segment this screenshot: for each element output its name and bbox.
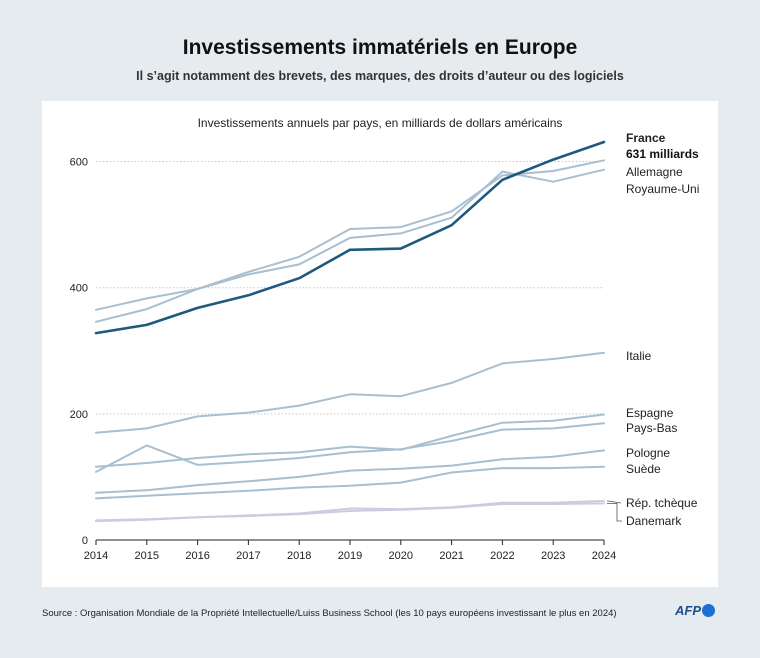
series-line-allemagne (95, 159, 605, 323)
x-tick-label: 2016 (185, 550, 209, 562)
chart-title: Investissements immatériels en Europe (182, 36, 578, 59)
source-note: Source : Organisation Mondiale de la Pro… (42, 608, 617, 619)
label-pologne: Pologne (626, 446, 670, 460)
label-royaume-uni: Royaume-Uni (626, 182, 699, 196)
label-italie: Italie (626, 349, 652, 363)
france-value-annotation: 631 milliards (626, 147, 699, 161)
series-labels: FranceAllemagneRoyaume-UniItalieEspagneP… (606, 131, 699, 528)
x-tick-label: 2019 (338, 550, 362, 562)
label-suede: Suède (626, 462, 661, 476)
x-axis: 2014 2015 2016 2017 2018 2019 2020 2021 2022 2023… (84, 539, 616, 562)
chart-caption: Investissements annuels par pays, en mil… (198, 116, 563, 130)
x-tick-label: 2022 (490, 550, 514, 562)
y-tick-label: 0 (82, 535, 88, 547)
x-tick-label: 2018 (287, 550, 311, 562)
series-line-pologne (95, 449, 605, 494)
x-tick-label: 2015 (135, 550, 159, 562)
series-line-espagne (95, 413, 605, 468)
label-danemark: Danemark (626, 514, 682, 528)
x-tick-label: 2023 (541, 550, 565, 562)
y-tick-label: 400 (70, 283, 88, 295)
label-france: France (626, 131, 666, 145)
x-tick-label: 2020 (389, 550, 413, 562)
label-rep-tcheque: Rép. tchèque (626, 496, 698, 510)
label-pays-bas: Pays-Bas (626, 421, 677, 435)
series-line-france (94, 140, 606, 335)
leader-line-rep-tcheque (606, 500, 622, 504)
series-line-pays-bas (95, 422, 605, 473)
y-axis: 0 200 400 600 (70, 157, 88, 547)
afp-logo: AFP (675, 603, 715, 618)
leader-line-danemark (607, 503, 622, 522)
chart-subtitle: Il s’agit notamment des brevets, des mar… (136, 69, 624, 83)
x-tick-label: 2021 (439, 550, 463, 562)
y-tick-label: 200 (70, 409, 88, 421)
series-line-italie (95, 351, 605, 434)
series-line-royaume-uni (95, 168, 605, 311)
label-allemagne: Allemagne (626, 165, 683, 179)
series-line-danemark (95, 502, 605, 523)
y-tick-label: 600 (70, 157, 88, 169)
afp-logo-text: AFP (675, 603, 701, 618)
grid-lines (96, 161, 604, 415)
series-line-suede (95, 465, 605, 500)
series-lines (94, 140, 606, 523)
chart-panel (42, 101, 718, 587)
x-tick-label: 2024 (592, 550, 616, 562)
x-tick-label: 2017 (236, 550, 260, 562)
afp-logo-dot (702, 604, 715, 617)
label-espagne: Espagne (626, 406, 674, 420)
x-tick-label: 2014 (84, 550, 108, 562)
